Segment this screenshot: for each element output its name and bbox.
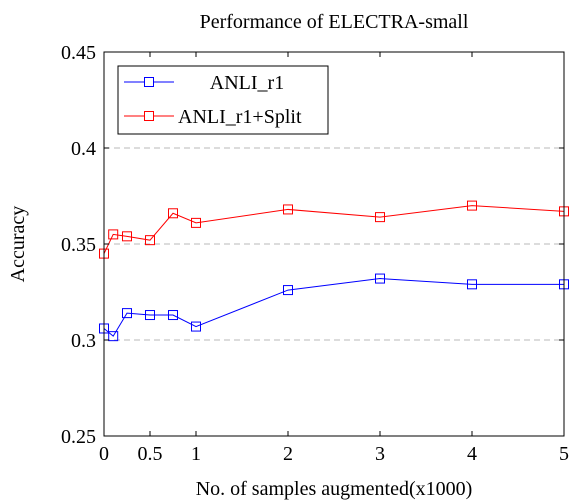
y-tick-label-2: 0.35	[61, 234, 96, 256]
grid-lines	[104, 147, 564, 341]
series-0	[99, 273, 569, 342]
point-0-7	[375, 273, 385, 284]
point-0-5	[191, 321, 201, 332]
x-axis-label: No. of samples augmented(x1000)	[196, 478, 473, 500]
point-0-3	[145, 310, 155, 321]
x-tick-label-6: 5	[559, 443, 569, 465]
series-line-0	[103, 278, 564, 337]
point-0-2	[122, 308, 132, 319]
chart-title: Performance of ELECTRA-small	[200, 11, 469, 33]
point-1-7	[375, 212, 385, 223]
x-tick-label-0: 0	[99, 443, 109, 465]
point-0-8	[467, 279, 477, 290]
legend-label-1: ANLI_r1+Split	[178, 106, 302, 128]
y-tick-label-1: 0.3	[71, 330, 96, 352]
point-1-3	[145, 235, 155, 246]
legend-marker-1	[144, 111, 154, 121]
point-1-1	[108, 229, 119, 240]
axis-ticks: 0.25 0.3 0.35 0.4 0.45 0 0.5 1 2 3 4 5	[61, 42, 569, 465]
point-1-4	[168, 208, 178, 219]
point-0-6	[283, 285, 293, 296]
point-1-2	[122, 231, 132, 242]
x-tick-label-4: 3	[375, 443, 385, 465]
legend: ANLI_r1 ANLI_r1+Split	[117, 65, 329, 135]
legend-label-0: ANLI_r1	[210, 72, 284, 94]
y-tick-label-0: 0.25	[61, 426, 96, 448]
point-1-8	[467, 200, 477, 211]
y-tick-label-4: 0.45	[61, 42, 96, 64]
x-tick-label-5: 4	[467, 443, 477, 465]
point-1-5	[191, 217, 201, 228]
series-1	[99, 200, 569, 259]
point-0-1	[108, 331, 119, 342]
legend-marker-0	[144, 77, 154, 87]
y-tick-label-3: 0.4	[71, 138, 96, 160]
point-1-6	[283, 204, 293, 215]
series-line-1	[103, 205, 565, 254]
x-tick-label-1: 0.5	[138, 443, 163, 465]
x-tick-label-2: 1	[191, 443, 201, 465]
point-0-4	[168, 310, 178, 321]
x-tick-label-3: 2	[283, 443, 293, 465]
y-axis-label: Accuracy	[7, 206, 29, 283]
series-layer	[99, 200, 569, 342]
